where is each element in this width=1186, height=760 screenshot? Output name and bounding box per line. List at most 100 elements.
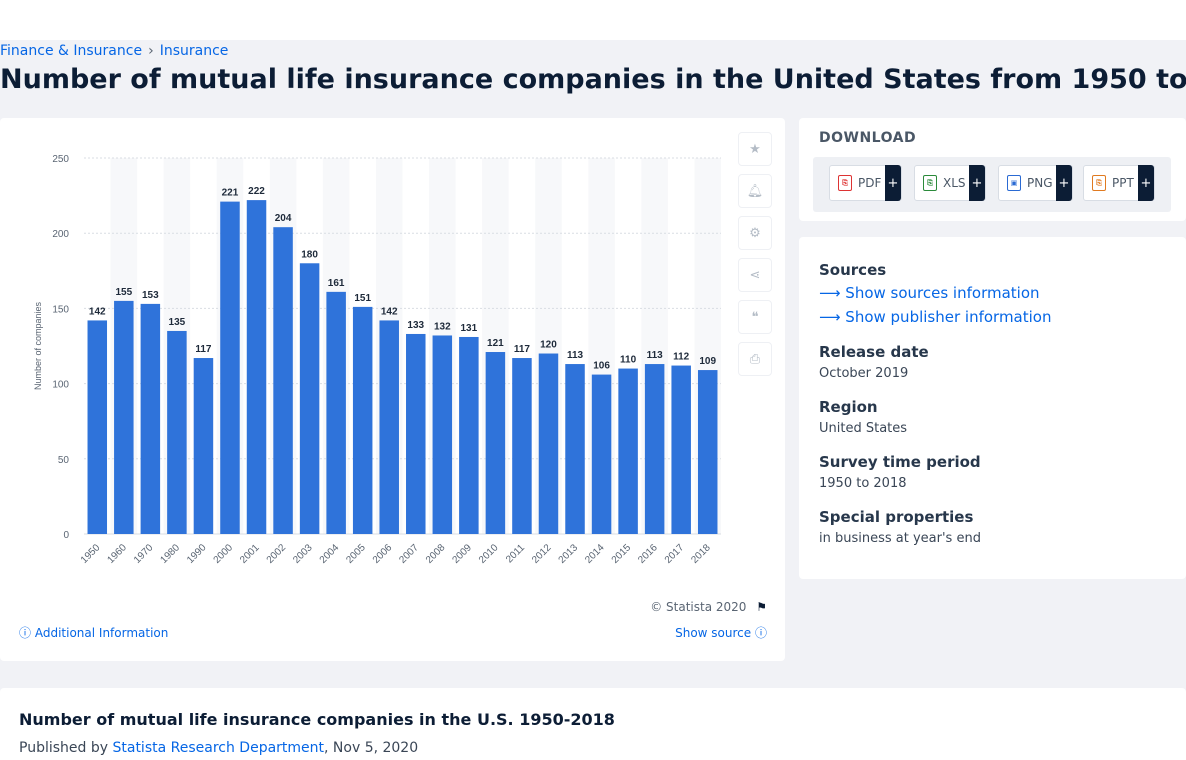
bar xyxy=(352,306,373,534)
x-tick-label: 2006 xyxy=(371,542,395,566)
release-date-label: Release date xyxy=(819,343,929,361)
data-label: 120 xyxy=(540,340,557,351)
flag-icon[interactable]: ⚑ xyxy=(756,600,767,614)
x-tick-label: 2004 xyxy=(318,542,342,566)
page-title: Number of mutual life insurance companie… xyxy=(0,64,1186,95)
print-button[interactable]: ⎙ xyxy=(738,342,772,376)
data-label: 221 xyxy=(222,188,239,199)
y-tick-label: 250 xyxy=(52,154,69,165)
bar xyxy=(485,352,506,534)
data-label: 133 xyxy=(407,320,424,331)
chart-card: 0 50 100 150 200 250 Number of companies 142 195… xyxy=(0,118,785,661)
credit-text: © Statista 2020 xyxy=(650,600,747,614)
ppt-file-icon: ⎘ xyxy=(1092,175,1106,191)
x-tick-label: 1980 xyxy=(159,542,183,566)
download-png-button[interactable]: ▣ PNG + xyxy=(998,165,1073,201)
data-label: 121 xyxy=(487,338,504,349)
download-pdf-label: PDF xyxy=(858,176,882,190)
gear-icon: ⚙ xyxy=(749,225,761,241)
bar xyxy=(459,336,479,534)
pdf-file-icon: ⎘ xyxy=(838,175,852,191)
y-tick-label: 150 xyxy=(52,304,69,315)
info-icon: ⓘ xyxy=(754,626,767,640)
bar-chart: 0 50 100 150 200 250 Number of companies 142 195… xyxy=(33,154,721,566)
show-publisher-link[interactable]: ⟶ Show publisher information xyxy=(819,308,1051,326)
x-tick-label: 2010 xyxy=(477,542,501,566)
png-file-icon: ▣ xyxy=(1007,175,1021,191)
y-tick-label: 50 xyxy=(58,455,70,466)
bar xyxy=(432,335,453,534)
x-tick-label: 2002 xyxy=(265,542,289,566)
published-by-label: Published by xyxy=(19,740,109,756)
xls-file-icon: ⎘ xyxy=(923,175,937,191)
x-tick-label: 1990 xyxy=(185,542,209,566)
data-label: 135 xyxy=(169,317,186,328)
x-tick-label: 2005 xyxy=(344,542,368,566)
x-tick-label: 1970 xyxy=(132,542,156,566)
star-icon: ★ xyxy=(749,141,761,157)
bar xyxy=(114,300,134,534)
plus-icon[interactable]: + xyxy=(1138,165,1154,201)
region-value: United States xyxy=(819,421,908,436)
data-label: 153 xyxy=(142,290,159,301)
x-tick-label: 2007 xyxy=(397,542,421,566)
sources-label: Sources xyxy=(819,261,887,279)
data-label: 113 xyxy=(647,350,664,361)
x-tick-label: 1950 xyxy=(79,542,103,566)
data-label: 222 xyxy=(248,186,265,197)
breadcrumb-item-finance[interactable]: Finance & Insurance xyxy=(0,43,143,59)
show-sources-link[interactable]: ⟶ Show sources information xyxy=(819,284,1040,302)
additional-info-label: Additional Information xyxy=(34,626,169,640)
arrow-right-icon: ⟶ xyxy=(819,284,841,302)
breadcrumb-separator: › xyxy=(148,43,154,59)
download-xls-button[interactable]: ⎘ XLS + xyxy=(914,165,986,201)
notify-button[interactable]: 🔔︎ xyxy=(738,174,772,208)
download-png-label: PNG xyxy=(1027,176,1053,190)
data-label: 180 xyxy=(301,249,318,260)
publication-date: , Nov 5, 2020 xyxy=(324,740,419,756)
download-pdf-button[interactable]: ⎘ PDF + xyxy=(829,165,902,201)
plus-icon[interactable]: + xyxy=(969,165,985,201)
x-tick-label: 2017 xyxy=(663,542,687,566)
cite-button[interactable]: ❝ xyxy=(738,300,772,334)
x-tick-label: 2018 xyxy=(689,542,713,566)
data-label: 132 xyxy=(434,321,451,332)
x-tick-label: 2003 xyxy=(291,542,315,566)
show-publisher-label: Show publisher information xyxy=(845,308,1052,326)
share-button[interactable]: ⋖ xyxy=(738,258,772,292)
data-label: 117 xyxy=(195,344,212,355)
x-tick-label: 2000 xyxy=(212,542,236,566)
breadcrumb-item-insurance[interactable]: Insurance xyxy=(159,43,229,59)
share-icon: ⋖ xyxy=(749,267,761,283)
data-label: 204 xyxy=(275,213,292,224)
show-source-label: Show source xyxy=(675,626,752,640)
bar xyxy=(167,330,187,534)
data-label: 131 xyxy=(461,323,478,334)
bar xyxy=(565,364,585,534)
x-tick-label: 2008 xyxy=(424,542,448,566)
bar xyxy=(220,201,240,534)
show-source-link[interactable]: Show source ⓘ xyxy=(675,624,767,641)
additional-info-link[interactable]: ⓘ Additional Information xyxy=(19,624,168,641)
settings-button[interactable]: ⚙ xyxy=(738,216,772,250)
data-label: 142 xyxy=(381,306,398,317)
x-tick-label: 2014 xyxy=(583,542,607,566)
x-tick-label: 2009 xyxy=(450,542,474,566)
bar xyxy=(140,303,161,534)
x-tick-label: 2012 xyxy=(530,542,554,566)
plus-icon[interactable]: + xyxy=(885,165,901,201)
y-axis-label: Number of companies xyxy=(33,301,43,390)
show-sources-label: Show sources information xyxy=(845,284,1040,302)
bar xyxy=(671,365,691,534)
bar xyxy=(246,200,267,534)
bar xyxy=(406,333,426,534)
data-label: 151 xyxy=(354,293,371,304)
publisher-link[interactable]: Statista Research Department xyxy=(112,740,325,756)
favorite-button[interactable]: ★ xyxy=(738,132,772,166)
plus-icon[interactable]: + xyxy=(1056,165,1072,201)
data-label: 109 xyxy=(699,356,716,367)
download-ppt-button[interactable]: ⎘ PPT + xyxy=(1083,165,1155,201)
x-tick-label: 1960 xyxy=(105,542,129,566)
chart-tools: ★ 🔔︎ ⚙ ⋖ ❝ ⎙ xyxy=(738,132,772,384)
quote-icon: ❝ xyxy=(751,309,759,325)
